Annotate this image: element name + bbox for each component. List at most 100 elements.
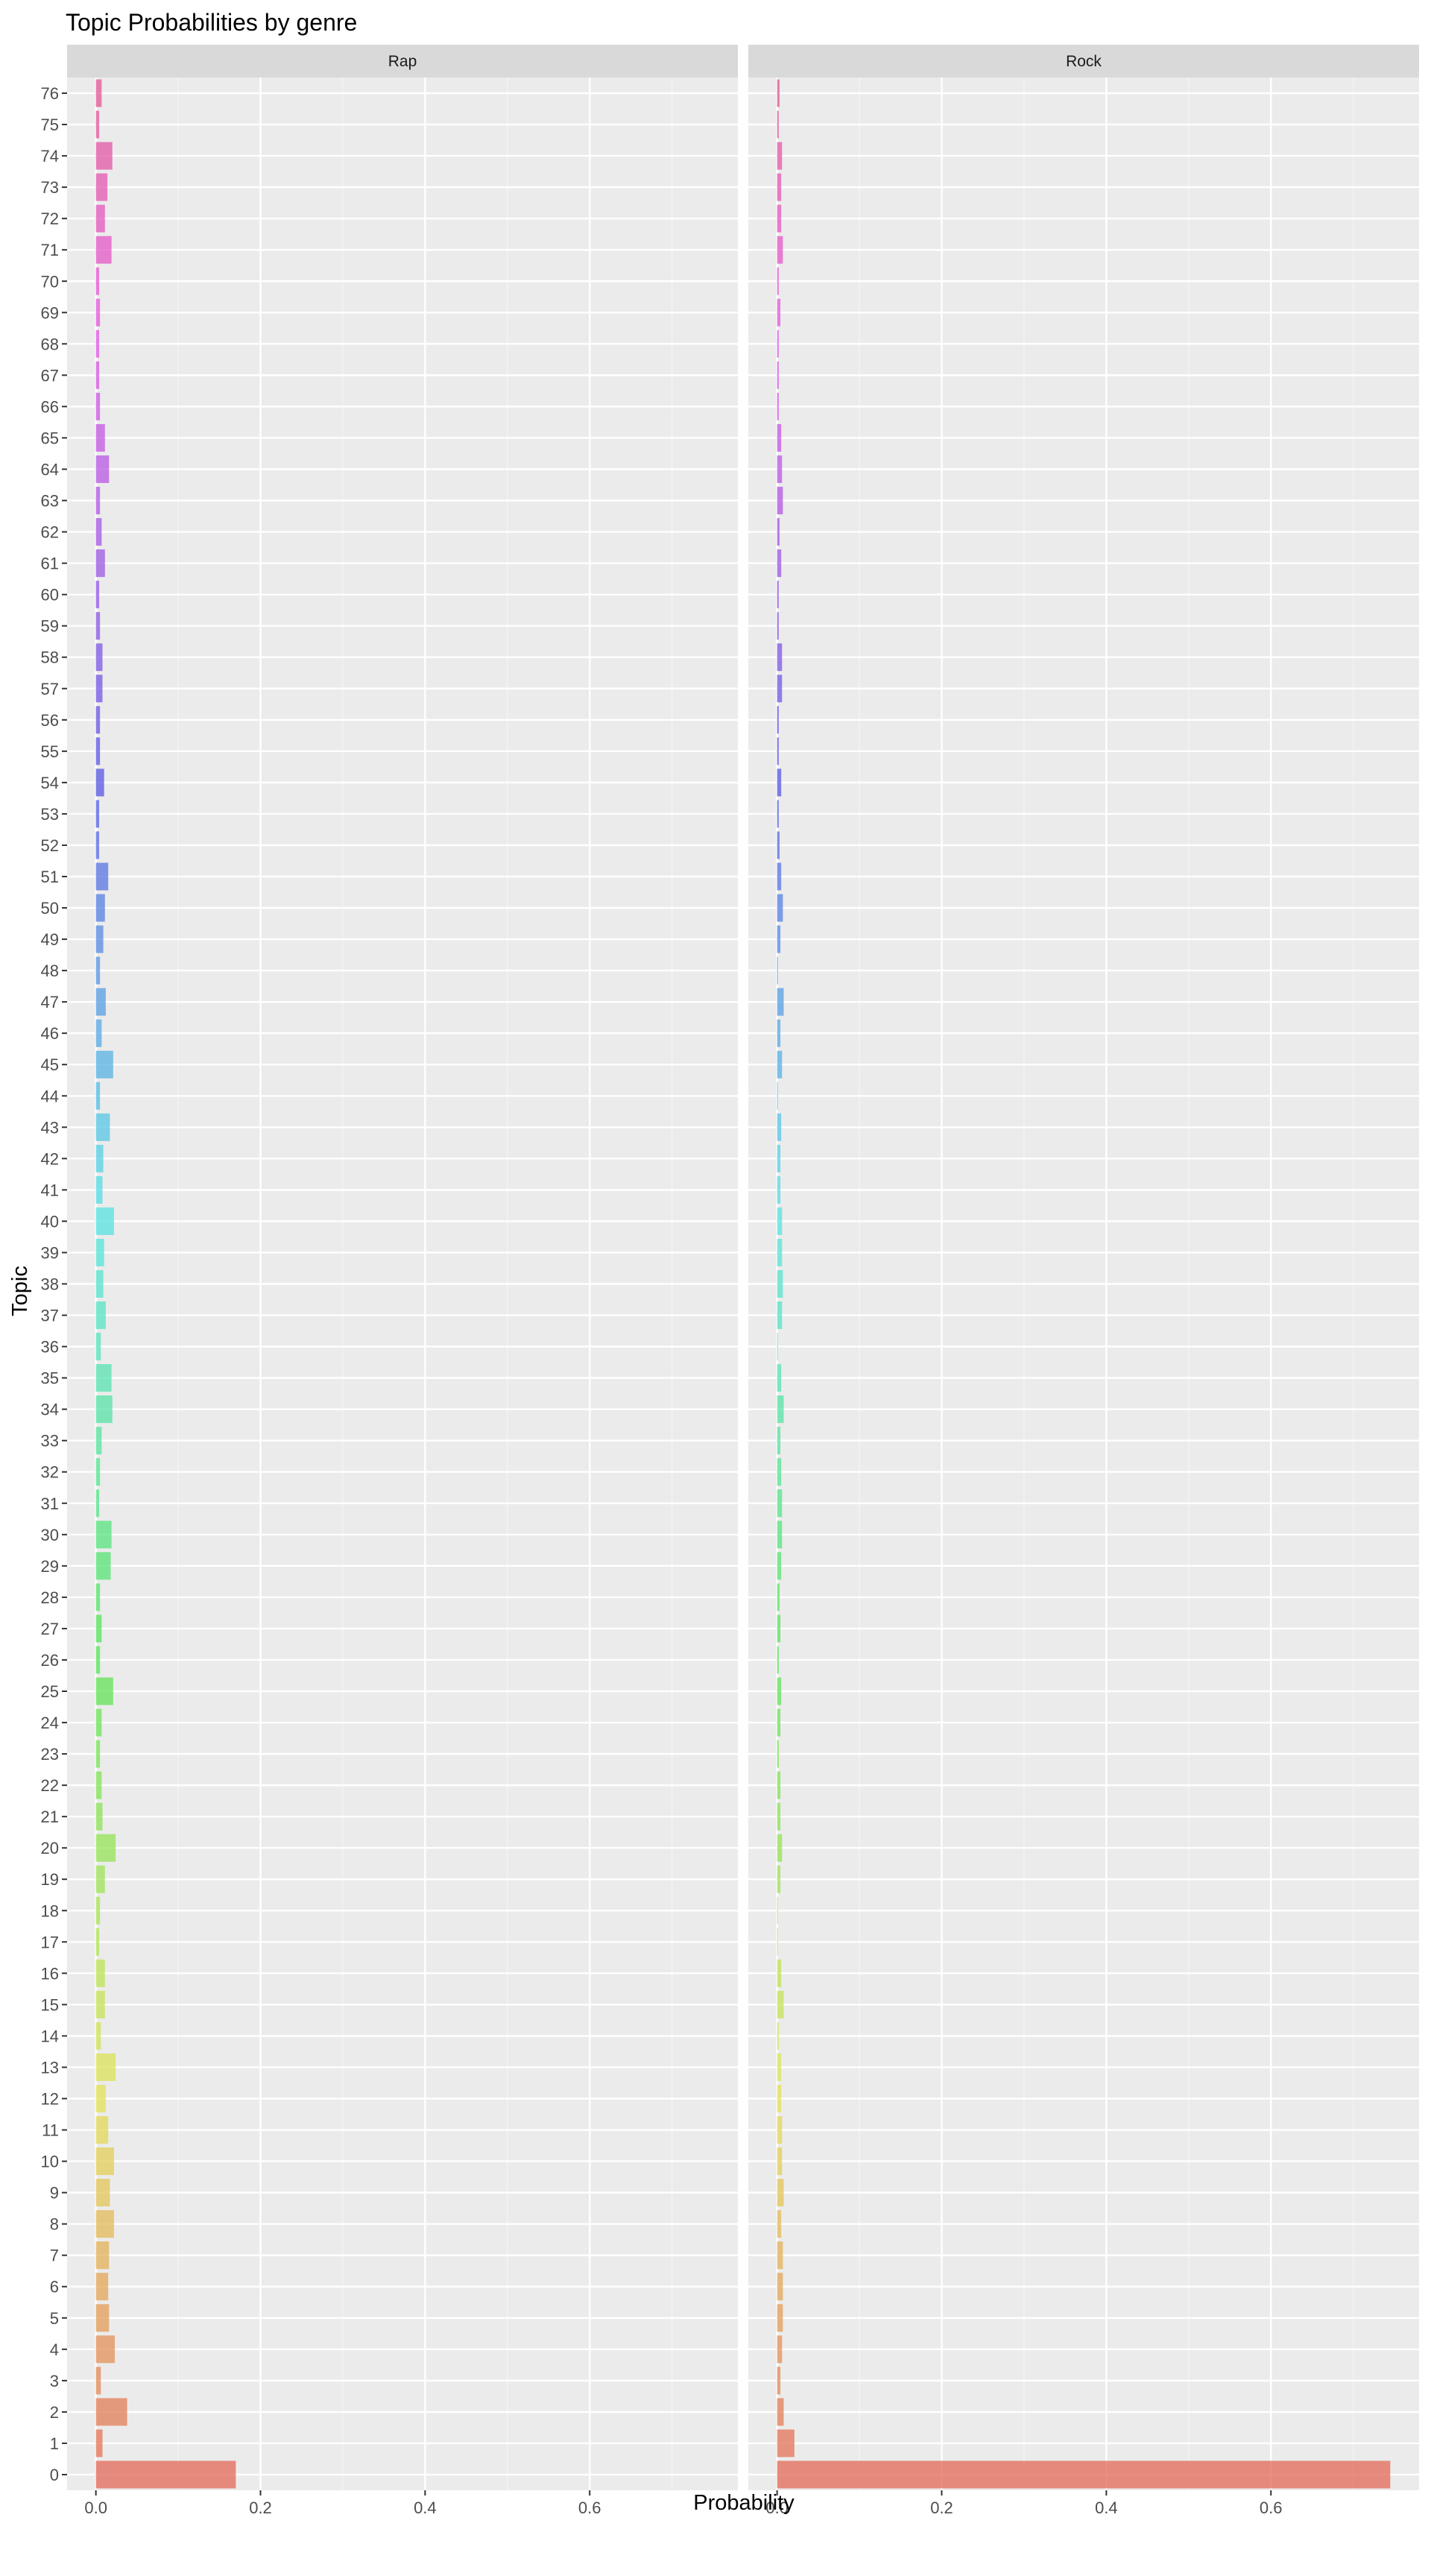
bar-rock-topic-47 (777, 988, 784, 1016)
y-tick-label: 21 (41, 1808, 59, 1826)
bar-rock-topic-5 (777, 2304, 783, 2332)
bar-rap-topic-3 (95, 2367, 101, 2395)
bar-rap-topic-2 (95, 2398, 127, 2426)
x-tick-label: 0.4 (414, 2498, 437, 2517)
bar-rap-topic-59 (95, 612, 101, 640)
y-tick-label: 50 (41, 899, 59, 918)
y-tick-label: 2 (50, 2403, 59, 2422)
bar-rap-topic-23 (95, 1740, 101, 1768)
y-tick-label: 69 (41, 303, 59, 322)
bar-rap-topic-33 (95, 1427, 102, 1455)
bar-rap-topic-25 (95, 1677, 113, 1705)
bar-rap-topic-69 (95, 298, 101, 326)
bar-rap-topic-37 (95, 1301, 106, 1330)
x-tick-label: 0.0 (84, 2498, 107, 2517)
y-tick-label: 54 (41, 774, 59, 792)
x-axis-title: Probability (693, 2491, 795, 2515)
bar-rap-topic-66 (95, 392, 101, 420)
facet-panel-rock: Rock 0.0 0.2 0.4 0.6 (748, 45, 1419, 2517)
y-tick-label: 14 (41, 2027, 59, 2045)
bar-rap-topic-4 (95, 2335, 116, 2364)
y-tick-label: 70 (41, 272, 59, 291)
y-tick-label: 0 (50, 2466, 59, 2484)
bar-rock-topic-46 (777, 1019, 781, 1047)
bar-rock-topic-13 (777, 2053, 782, 2081)
y-tick-label: 11 (42, 2121, 59, 2140)
bar-rock-topic-22 (777, 1771, 781, 1799)
bar-rap-topic-56 (95, 706, 101, 734)
bar-rap-topic-50 (95, 894, 105, 922)
y-tick-label: 48 (41, 962, 59, 980)
y-tick-label: 24 (41, 1714, 59, 1732)
bar-rock-topic-36 (777, 1333, 778, 1361)
bar-rock-topic-11 (777, 2116, 783, 2144)
bar-rap-topic-35 (95, 1364, 112, 1392)
y-tick-label: 10 (41, 2153, 59, 2171)
bar-rap-topic-8 (95, 2210, 114, 2238)
bar-rock-topic-18 (777, 1896, 778, 1925)
y-tick-label: 28 (41, 1588, 59, 1607)
bar-rap-topic-44 (95, 1082, 101, 1110)
y-tick-label: 35 (41, 1369, 59, 1388)
bar-rap-topic-30 (95, 1521, 112, 1549)
bar-rock-topic-41 (777, 1175, 781, 1204)
bar-rock-topic-73 (777, 173, 782, 201)
bar-rock-topic-3 (777, 2367, 781, 2395)
bar-rock-topic-42 (777, 1144, 781, 1172)
y-tick-label: 37 (41, 1307, 59, 1325)
bar-rap-topic-29 (95, 1552, 111, 1580)
bar-rap-topic-60 (95, 581, 100, 609)
x-tick-label: 0.2 (930, 2498, 953, 2517)
bar-rock-topic-57 (777, 675, 783, 703)
facet-panels: Rap 0.0 0.2 0.4 0.6 Rock 0.0 0.2 0.4 0.6 (67, 45, 1419, 2517)
x-tick-label: 0.2 (249, 2498, 272, 2517)
bar-rock-topic-55 (777, 737, 779, 765)
bar-rock-topic-72 (777, 204, 782, 233)
bar-rock-topic-19 (777, 1865, 781, 1893)
y-tick-label: 3 (50, 2372, 59, 2390)
bar-rock-topic-40 (777, 1207, 783, 1235)
y-tick-label: 33 (41, 1432, 59, 1450)
bar-rock-topic-38 (777, 1270, 783, 1298)
y-tick-label: 26 (41, 1651, 59, 1670)
bar-rock-topic-39 (777, 1238, 783, 1266)
bar-rock-topic-33 (777, 1427, 781, 1455)
y-tick-label: 38 (41, 1275, 59, 1294)
bar-rap-topic-68 (95, 329, 100, 358)
bar-rap-topic-28 (95, 1583, 101, 1611)
bar-rap-topic-24 (95, 1708, 102, 1737)
y-tick-label: 47 (41, 993, 59, 1011)
y-tick-label: 52 (41, 836, 59, 855)
y-tick-label: 15 (41, 1995, 59, 2014)
bar-rock-topic-45 (777, 1050, 783, 1079)
bar-rap-topic-22 (95, 1771, 102, 1799)
y-tick-label: 65 (41, 429, 59, 447)
bar-rap-topic-17 (95, 1928, 100, 1956)
bar-rap-topic-73 (95, 173, 108, 201)
bar-rap-topic-55 (95, 737, 101, 765)
bar-rock-topic-52 (777, 831, 780, 859)
y-tick-label: 46 (41, 1024, 59, 1043)
y-tick-label: 64 (41, 460, 59, 479)
y-tick-label: 49 (41, 930, 59, 949)
bar-rock-topic-62 (777, 518, 780, 546)
y-axis: 0123456789101112131415161718192021222324… (41, 84, 67, 2484)
y-tick-label: 22 (41, 1776, 59, 1795)
y-tick-label: 5 (50, 2309, 59, 2328)
bar-rock-topic-10 (777, 2147, 783, 2176)
bar-rock-topic-24 (777, 1708, 781, 1737)
y-tick-label: 76 (41, 84, 59, 103)
bar-rock-topic-49 (777, 925, 781, 953)
y-tick-label: 74 (41, 147, 59, 165)
y-tick-label: 41 (41, 1181, 59, 1199)
y-tick-label: 59 (41, 617, 59, 636)
bar-rock-topic-0 (777, 2460, 1391, 2489)
bar-rock-topic-15 (777, 1990, 784, 2018)
y-tick-label: 67 (41, 366, 59, 385)
facet-strip (67, 45, 738, 78)
bar-rap-topic-70 (95, 267, 100, 295)
x-tick-label: 0.6 (578, 2498, 601, 2517)
y-tick-label: 44 (41, 1087, 59, 1105)
bar-rock-topic-14 (777, 2021, 779, 2050)
